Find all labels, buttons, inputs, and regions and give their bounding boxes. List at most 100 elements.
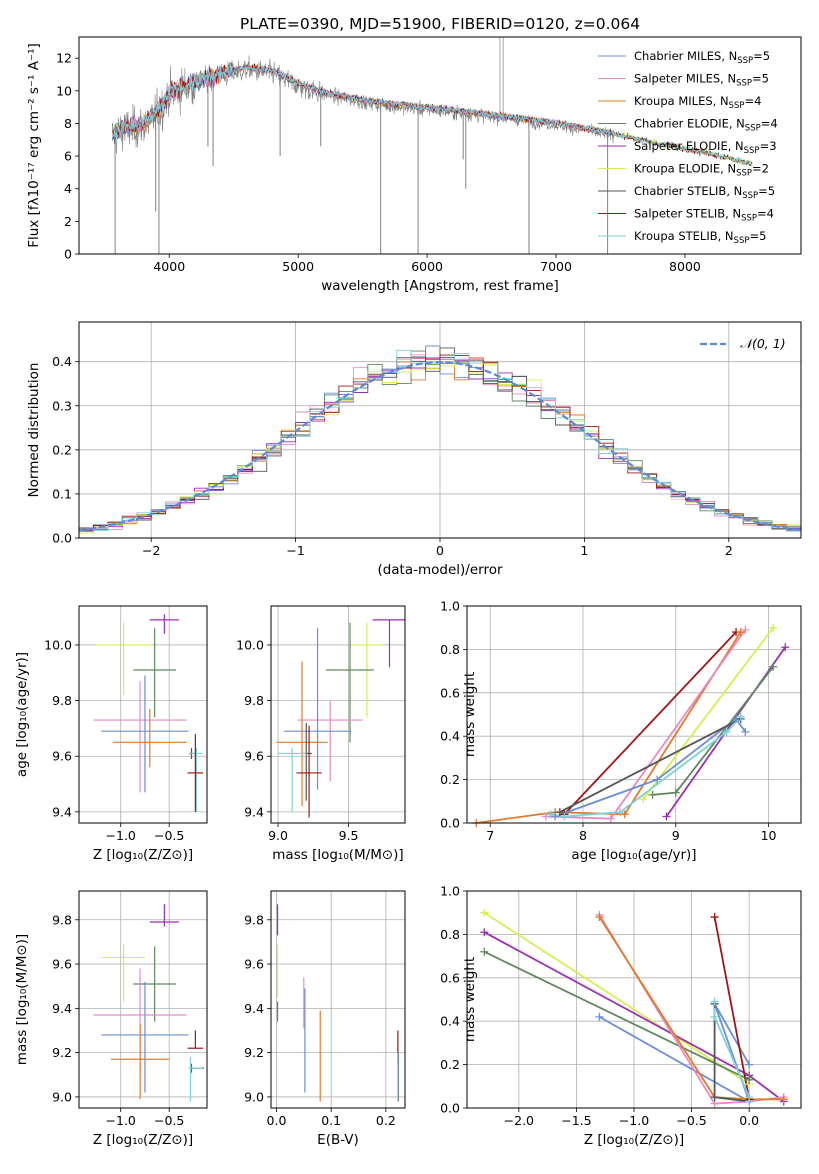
series-marker-salpeter_miles — [741, 625, 750, 634]
series-line-kroupa_elodie — [483, 911, 750, 1085]
series-marker-kroupa_stelib — [745, 1097, 754, 1106]
legend-suffix: =4 — [757, 207, 774, 221]
series-marker-salpeter_elodie — [480, 928, 489, 937]
y-tick-label: 9.6 — [244, 957, 264, 972]
series-marker-chabrier_elodie — [648, 790, 657, 799]
series-marker-chabrier_stelib — [555, 808, 564, 817]
histogram-kroupa_stelib — [79, 349, 801, 532]
axes-frame — [78, 36, 802, 255]
x-axis-label: (data-model)/error — [377, 562, 503, 578]
x-tick-label: 0.1 — [321, 1113, 341, 1128]
legend-sub: SSP — [736, 169, 752, 179]
legend-suffix: =2 — [752, 162, 769, 176]
legend-name: Kroupa STELIB, N — [634, 229, 734, 243]
panel-2: −1.0 −0.5 9.4 9.6 9.8 10.0 Z [log₁₀(Z/Z⊙)] age … — [14, 605, 208, 863]
series-marker-chabrier_miles — [741, 727, 750, 736]
x-tick-label: 0.2 — [376, 1113, 396, 1128]
series-marker-kroupa_stelib — [710, 1012, 719, 1021]
legend-sub: SSP — [744, 146, 760, 156]
legend-name: Salpeter MILES, N — [634, 72, 736, 86]
plot-area — [112, 37, 753, 254]
y-tick-label: 9.6 — [52, 957, 72, 972]
panel-5: −1.0 −0.5 9.0 9.2 9.4 9.6 9.8 Z [log₁₀(Z/Z⊙)] ma… — [14, 890, 208, 1148]
legend-label: Salpeter MILES, NSSP=5 — [634, 72, 769, 89]
y-tick-label: 9.4 — [52, 804, 72, 819]
x-axis-label: Z [log₁₀(Z/Z⊙)] — [584, 1132, 684, 1148]
x-tick-label: −0.5 — [154, 828, 184, 843]
series-marker-salpeter_miles — [541, 812, 550, 821]
series-line-salpeter_stelib — [563, 631, 737, 815]
series-marker-kroupa_elodie — [480, 908, 489, 917]
panel-6: 0.0 0.1 0.2 9.0 9.2 9.4 9.6 9.8 E(B-V) — [244, 890, 406, 1148]
x-tick-label: −1.0 — [106, 1113, 136, 1128]
x-tick-label: 0.0 — [267, 1113, 287, 1128]
x-tick-label: 9 — [672, 828, 680, 843]
axes-frame — [270, 890, 406, 1109]
y-tick-label: 0.1 — [52, 486, 72, 501]
series-marker-kroupa_stelib — [710, 997, 719, 1006]
y-tick-label: 6 — [64, 149, 72, 164]
x-tick-label: 1 — [580, 543, 588, 558]
x-tick-label: 4000 — [153, 259, 185, 274]
y-tick-label: 9.4 — [52, 1001, 72, 1016]
y-tick-label: 9.4 — [244, 804, 264, 819]
x-tick-label: 6000 — [411, 259, 443, 274]
series-marker-kroupa_miles — [620, 810, 629, 819]
y-tick-label: 0.4 — [52, 354, 72, 369]
x-tick-label: −1 — [286, 543, 304, 558]
x-tick-label: −1.5 — [561, 1113, 591, 1128]
legend-suffix: =5 — [753, 49, 770, 63]
y-tick-label: 4 — [64, 181, 72, 196]
series-marker-kroupa_miles — [736, 628, 745, 637]
series-line-chabrier_miles — [598, 1003, 751, 1104]
x-axis-label: wavelength [Angstrom, rest frame] — [321, 278, 559, 294]
y-tick-label: 1.0 — [440, 884, 460, 899]
y-tick-label: 0.8 — [440, 927, 460, 942]
series-line-salpeter_stelib — [713, 916, 751, 1100]
legend-name: Kroupa ELODIE, N — [634, 162, 736, 176]
series-marker-kroupa_stelib — [722, 727, 731, 736]
legend-label: Salpeter STELIB, NSSP=4 — [634, 207, 774, 224]
y-tick-label: 9.2 — [52, 1045, 72, 1060]
x-axis-label: mass [log₁₀(M/M⊙)] — [272, 847, 403, 863]
series-marker-salpeter_miles — [606, 814, 615, 823]
x-tick-label: 7000 — [540, 259, 572, 274]
y-tick-label: 10 — [56, 83, 72, 98]
y-tick-label: 9.8 — [244, 912, 264, 927]
series-marker-chabrier_stelib — [710, 1093, 719, 1102]
model-spectrum-kroupa_stelib — [112, 60, 753, 167]
y-tick-label: 0.0 — [440, 1101, 460, 1116]
series-marker-chabrier_miles — [551, 812, 560, 821]
x-axis-label: E(B-V) — [317, 1132, 359, 1148]
plot-area — [93, 614, 204, 812]
spectrum-title: PLATE=0390, MJD=51900, FIBERID=0120, z=0… — [240, 15, 640, 33]
legend-sub: SSP — [741, 214, 757, 224]
y-tick-label: 10.0 — [236, 637, 264, 652]
y-tick-label: 0.0 — [440, 816, 460, 831]
legend-label: Chabrier STELIB, NSSP=5 — [634, 184, 775, 201]
y-tick-label: 9.4 — [244, 1001, 264, 1016]
legend-sub: SSP — [734, 236, 750, 246]
series-marker-chabrier_miles — [745, 1060, 754, 1069]
x-axis-label: age [log₁₀(age/yr)] — [571, 847, 696, 863]
x-axis-label: Z [log₁₀(Z/Z⊙)] — [93, 1132, 193, 1148]
x-tick-label: −1.0 — [106, 828, 136, 843]
x-tick-label: 7 — [486, 828, 494, 843]
x-tick-label: 8 — [579, 828, 587, 843]
panel-1: −2 −1 0 1 2 0.0 0.1 0.2 0.3 0.4 (data-model)/error… — [26, 321, 802, 578]
y-tick-label: 0.4 — [440, 1014, 460, 1029]
y-tick-label: 9.6 — [52, 749, 72, 764]
y-tick-label: 0.2 — [440, 1057, 460, 1072]
legend-suffix: =4 — [761, 117, 778, 131]
gaussian-curve — [79, 360, 801, 532]
series-marker-kroupa_stelib — [546, 810, 555, 819]
series-marker-salpeter_elodie — [662, 812, 671, 821]
legend-sub: SSP — [742, 191, 758, 201]
axes-frame — [466, 605, 802, 824]
legend-suffix: =5 — [758, 184, 775, 198]
axes-frame — [78, 890, 208, 1109]
plot-area — [79, 345, 801, 535]
x-tick-label: 0 — [436, 543, 444, 558]
x-tick-label: 2 — [725, 543, 733, 558]
x-tick-label: 8000 — [669, 259, 701, 274]
